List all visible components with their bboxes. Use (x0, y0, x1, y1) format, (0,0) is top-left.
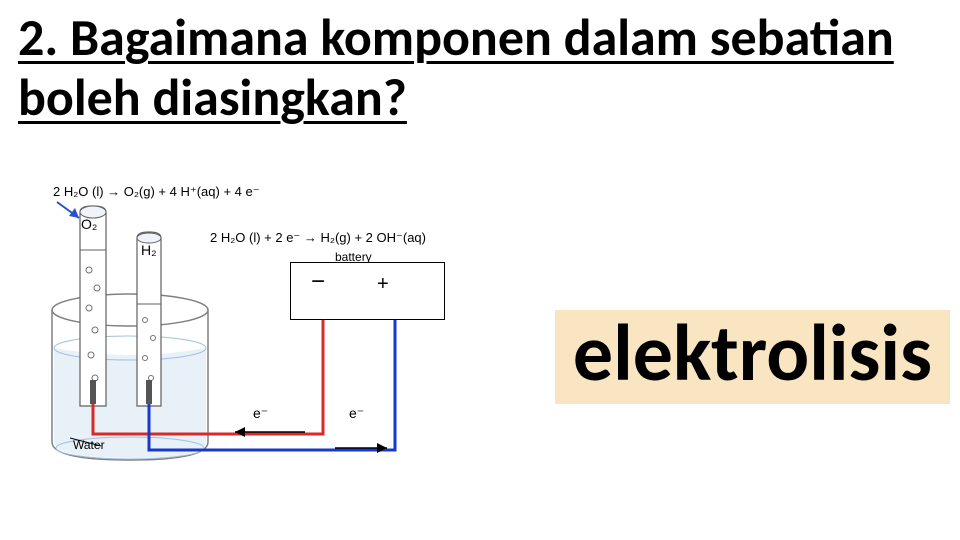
label-h2: H₂ (141, 242, 157, 258)
electrode-right (146, 380, 152, 404)
label-o2: O₂ (81, 216, 97, 232)
tube-h2 (137, 232, 161, 406)
electrode-left (90, 380, 96, 404)
water-label: Water (73, 438, 105, 452)
slide-heading: 2. Bagaimana komponen dalam sebatian bol… (18, 8, 942, 128)
answer-label: elektrolisis (555, 310, 950, 404)
electron-label-left: e⁻ (253, 405, 268, 422)
electron-label-right: e⁻ (349, 405, 364, 422)
tube-o2 (80, 206, 106, 406)
electrolysis-diagram: 2 H₂O (l) → O₂(g) + 4 H⁺(aq) + 4 e⁻ 2 H₂… (45, 180, 485, 520)
pointer-arrow (57, 202, 79, 218)
diagram-svg (45, 180, 485, 520)
